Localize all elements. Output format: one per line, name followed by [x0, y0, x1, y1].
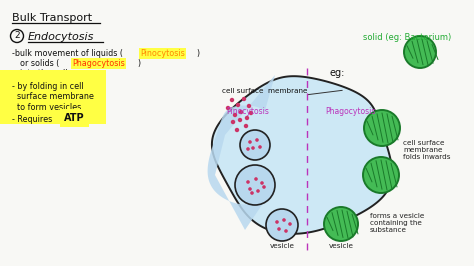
Circle shape: [250, 191, 254, 195]
Text: vesicle: vesicle: [328, 243, 354, 249]
Circle shape: [404, 36, 436, 68]
Text: vesicle: vesicle: [270, 243, 294, 249]
Text: 2: 2: [14, 31, 20, 40]
Circle shape: [245, 116, 249, 120]
Circle shape: [277, 227, 281, 231]
Circle shape: [231, 120, 235, 124]
Text: ATP: ATP: [64, 113, 85, 123]
Circle shape: [240, 130, 270, 160]
Circle shape: [254, 177, 258, 181]
Circle shape: [246, 180, 250, 184]
Circle shape: [284, 229, 288, 233]
Circle shape: [324, 207, 358, 241]
Circle shape: [248, 187, 252, 191]
Text: or solids (: or solids (: [20, 59, 59, 68]
Circle shape: [242, 97, 246, 101]
Circle shape: [233, 113, 237, 117]
Circle shape: [226, 106, 230, 110]
Circle shape: [255, 138, 259, 142]
Text: eg:: eg:: [330, 68, 346, 78]
Circle shape: [230, 98, 234, 102]
Circle shape: [235, 165, 275, 205]
Circle shape: [262, 185, 266, 189]
Circle shape: [258, 145, 262, 149]
Circle shape: [235, 128, 239, 132]
Text: solid (eg: Bacterium): solid (eg: Bacterium): [363, 33, 451, 42]
Circle shape: [246, 147, 250, 151]
Text: Endocytosis: Endocytosis: [28, 32, 94, 42]
Text: ): ): [137, 59, 140, 68]
Circle shape: [247, 104, 251, 108]
Text: - by folding in cell
  surface membrane
  to form vesicles: - by folding in cell surface membrane to…: [12, 82, 94, 112]
Circle shape: [288, 222, 292, 226]
Text: cell surface
membrane
folds inwards: cell surface membrane folds inwards: [403, 140, 450, 160]
Text: Phagocytosis: Phagocytosis: [72, 59, 125, 68]
Circle shape: [256, 189, 260, 193]
Polygon shape: [208, 75, 275, 230]
Circle shape: [364, 110, 400, 146]
Text: - Requires: - Requires: [12, 115, 52, 124]
Circle shape: [363, 157, 399, 193]
Circle shape: [249, 111, 253, 115]
Text: Pinocytosis: Pinocytosis: [227, 107, 269, 116]
Text: into the cell: into the cell: [20, 69, 67, 78]
Circle shape: [260, 181, 264, 185]
Text: Bulk Transport: Bulk Transport: [12, 13, 92, 23]
Text: Pinocytosis: Pinocytosis: [140, 49, 185, 58]
Polygon shape: [212, 76, 392, 234]
Text: ): ): [196, 49, 199, 58]
Circle shape: [244, 124, 248, 128]
Circle shape: [239, 110, 243, 114]
Text: forms a vesicle
containing the
substance: forms a vesicle containing the substance: [370, 213, 424, 233]
Circle shape: [248, 140, 252, 144]
Text: -bulk movement of liquids (: -bulk movement of liquids (: [12, 49, 123, 58]
Text: cell surface  membrane: cell surface membrane: [222, 88, 308, 94]
Circle shape: [282, 218, 286, 222]
Circle shape: [236, 103, 240, 107]
Circle shape: [238, 118, 242, 122]
Circle shape: [266, 209, 298, 241]
Text: Phagocytosis: Phagocytosis: [325, 107, 375, 116]
Circle shape: [251, 146, 255, 150]
Circle shape: [275, 220, 279, 224]
